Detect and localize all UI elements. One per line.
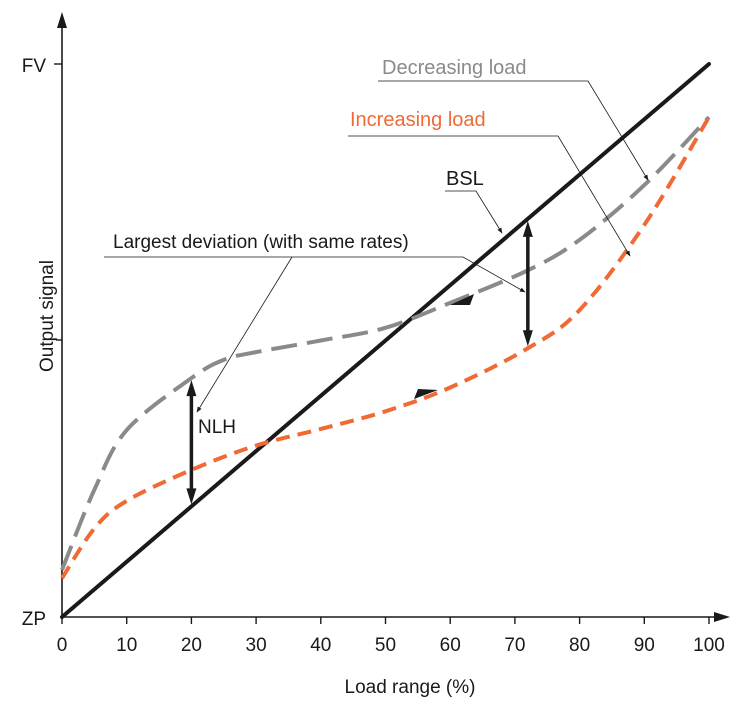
bsl-line (60, 62, 711, 619)
arrow-down-icon (522, 330, 533, 347)
decreasing-direction-arrow-icon (450, 294, 474, 305)
bsl-leader (445, 190, 503, 234)
bsl-label: BSL (446, 168, 484, 190)
axes: FV ZP Load range (%) Output signal (22, 12, 730, 698)
x-tick-label: 30 (246, 635, 267, 656)
x-tick-label: 50 (375, 635, 396, 656)
increasing-load-curve (60, 116, 711, 580)
x-tick-label: 70 (504, 635, 525, 656)
x-tick-label: 40 (310, 635, 331, 656)
x-tick-label: 0 (57, 635, 68, 656)
x-tick-label: 80 (569, 635, 590, 656)
annotations: Decreasing load Increasing load BSL Larg… (104, 57, 649, 438)
increasing-direction-arrow-icon (414, 389, 438, 399)
x-tick-label: 20 (181, 635, 202, 656)
fv-label: FV (22, 56, 47, 77)
largest-deviation-leader-right (104, 256, 526, 293)
increasing-load-label: Increasing load (350, 109, 486, 131)
nlh-label: NLH (198, 417, 236, 438)
y-axis-label: Output signal (37, 260, 58, 372)
largest-deviation-label: Largest deviation (with same rates) (113, 232, 409, 253)
arrow-down-icon (186, 488, 197, 505)
x-tick-label: 10 (116, 635, 137, 656)
x-axis-label: Load range (%) (345, 677, 476, 698)
arrow-up-icon (522, 220, 533, 237)
series (60, 62, 711, 619)
increasing-load-leader (348, 135, 631, 257)
y-axis-arrow-icon (57, 12, 67, 28)
decreasing-load-label: Decreasing load (382, 57, 527, 79)
zp-label: ZP (22, 609, 46, 630)
arrow-up-icon (186, 380, 197, 397)
largest-deviation-double-arrow (522, 220, 533, 347)
x-tick-label: 90 (634, 635, 655, 656)
x-ticks: 0 10 20 30 40 50 60 70 80 90 100 (57, 617, 725, 656)
x-axis-arrow-icon (714, 612, 730, 622)
largest-deviation-leader-left (196, 256, 293, 413)
x-tick-label: 100 (693, 635, 725, 656)
decreasing-load-leader (378, 80, 649, 181)
nlh-double-arrow (186, 380, 197, 505)
decreasing-load-curve (60, 115, 711, 571)
x-tick-label: 60 (440, 635, 461, 656)
